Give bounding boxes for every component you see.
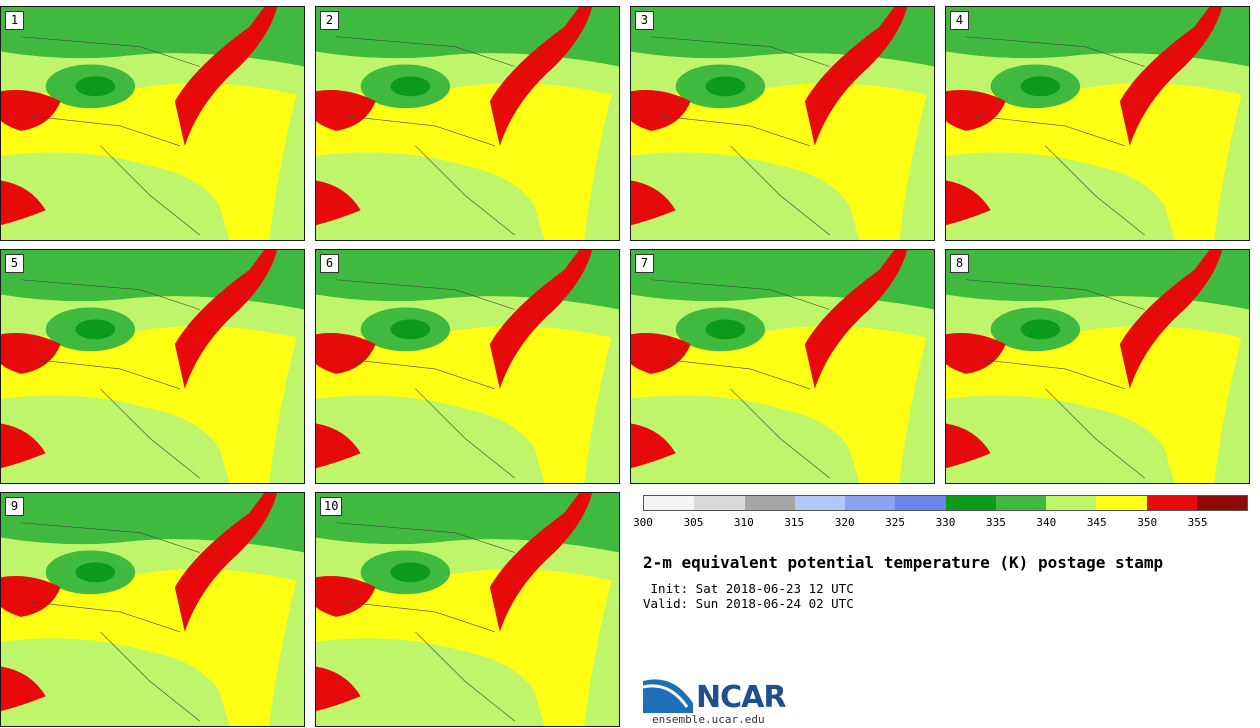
colorbar-swatch [1046,496,1097,510]
colorbar-swatch [694,496,745,510]
ensemble-member-map: 3 [630,6,935,241]
colorbar-swatch [1196,496,1247,510]
field-map-graphic [946,250,1249,483]
member-label: 5 [5,254,24,273]
colorbar-tick-label: 320 [834,516,855,529]
colorbar-tick-label: 335 [985,516,1006,529]
ncar-logo-icon [643,679,693,713]
field-map-graphic [316,493,619,726]
ncar-logo-text: NCAR [696,680,786,715]
colorbar-swatch [895,496,946,510]
colorbar-swatch [995,496,1046,510]
colorbar-tick-label: 315 [784,516,805,529]
colorbar-swatch [1146,496,1197,510]
init-time: Init: Sat 2018-06-23 12 UTC [643,581,854,596]
member-label: 9 [5,497,24,516]
ensemble-member-map: 1 [0,6,305,241]
colorbar-tick-label: 350 [1137,516,1158,529]
ensemble-member-map: 2 [315,6,620,241]
colorbar-swatch [644,496,695,510]
colorbar-tick-label: 310 [733,516,754,529]
colorbar-tick-label: 340 [1036,516,1057,529]
member-label: 7 [635,254,654,273]
colorbar-tick-label: 330 [935,516,956,529]
ensemble-member-map: 10 [315,492,620,727]
member-label: 10 [320,497,343,516]
ensemble-member-map: 6 [315,249,620,484]
field-map-graphic [316,7,619,240]
ensemble-member-map: 4 [945,6,1250,241]
colorbar-swatch [1096,496,1147,510]
colorbar-tick-label: 300 [633,516,653,529]
colorbar-swatch [845,496,896,510]
field-map-graphic [1,493,304,726]
member-label: 8 [950,254,969,273]
member-label: 6 [320,254,339,273]
colorbar-swatch [945,496,996,510]
member-label: 3 [635,11,654,30]
colorbar-swatch [794,496,845,510]
colorbar-tick-label: 345 [1086,516,1107,529]
field-map-graphic [946,7,1249,240]
colorbar [643,495,1248,511]
ensemble-member-map: 9 [0,492,305,727]
valid-time: Valid: Sun 2018-06-24 02 UTC [643,596,854,611]
member-label: 4 [950,11,969,30]
colorbar-tick-label: 355 [1187,516,1208,529]
field-map-graphic [631,7,934,240]
colorbar-tick-label: 305 [683,516,704,529]
page-title: 2-m equivalent potential temperature (K)… [643,553,1164,572]
ensemble-member-map: 8 [945,249,1250,484]
member-label: 1 [5,11,24,30]
colorbar-tick-label: 325 [885,516,906,529]
site-url: ensemble.ucar.edu [652,713,765,726]
field-map-graphic [1,7,304,240]
field-map-graphic [316,250,619,483]
colorbar-swatch [744,496,795,510]
field-map-graphic [631,250,934,483]
ensemble-member-map: 7 [630,249,935,484]
field-map-graphic [1,250,304,483]
ensemble-member-map: 5 [0,249,305,484]
member-label: 2 [320,11,339,30]
